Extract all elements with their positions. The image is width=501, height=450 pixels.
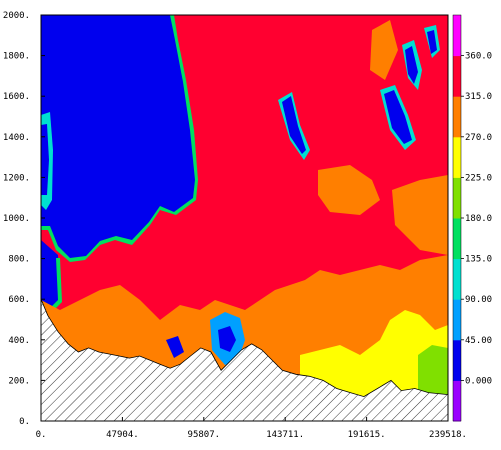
colorbar-swatch <box>453 258 461 300</box>
y-tick-label: 1600. <box>3 92 30 102</box>
field-region-mid-small-blue <box>166 336 184 358</box>
plot-area <box>41 15 448 421</box>
y-tick-label: 200. <box>8 376 30 386</box>
x-tick-label: 239518. <box>429 430 467 440</box>
colorbar-swatch <box>453 136 461 178</box>
colorbar-swatch <box>453 15 461 57</box>
field-region-ur-blue-1 <box>282 96 306 154</box>
y-tick-label: 0. <box>19 417 30 427</box>
y-tick-label: 1000. <box>3 214 30 224</box>
colorbar: 0.000 45.00 90.00 135.0 180.0 225.0 270.0 315.0… <box>452 14 492 422</box>
y-tick-label: 2000. <box>3 11 30 21</box>
x-tick-label: 95807. <box>188 430 221 440</box>
x-tick-label: 143711. <box>266 430 304 440</box>
y-tick-label: 1200. <box>3 173 30 183</box>
field-region-left-pocket-edge <box>52 258 62 310</box>
colorbar-label: 135.0 <box>465 255 492 265</box>
x-tick-label: 0. <box>36 430 47 440</box>
terrain-hatched <box>41 299 448 421</box>
x-tick-label: 47904. <box>106 430 139 440</box>
colorbar-label: 45.00 <box>465 336 492 346</box>
field-region-orange-band <box>318 165 380 215</box>
colorbar-swatch <box>453 177 461 219</box>
field-region-ur-orange-1 <box>370 20 398 80</box>
field-region-mid-blue <box>218 326 236 352</box>
x-axis: 0. 47904. 95807. 143711. 191615. 239518. <box>36 417 467 440</box>
colorbar-swatch <box>453 299 461 341</box>
y-tick-label: 1400. <box>3 133 30 143</box>
colorbar-label: 225.0 <box>465 173 492 183</box>
colorbar-swatch <box>453 380 461 422</box>
y-tick-label: 600. <box>8 295 30 305</box>
colorbar-label: 180.0 <box>465 214 492 224</box>
field-region-left-pocket <box>41 240 60 308</box>
colorbar-label: 360.0 <box>465 52 492 62</box>
colorbar-swatch <box>453 218 461 260</box>
colorbar-swatch <box>453 96 461 138</box>
colorbar-swatch <box>453 55 461 97</box>
colorbar-label: 315.0 <box>465 92 492 102</box>
terrain-layer <box>41 299 448 421</box>
y-tick-label: 800. <box>8 255 30 265</box>
y-axis: 0. 200. 400. 600. 800. 1000. 1200. 1400. 1600. 18… <box>3 11 45 427</box>
field-region-0-45-large-core <box>41 15 195 258</box>
y-tick-label: 400. <box>8 336 30 346</box>
field-region-orange-right <box>392 175 448 255</box>
field-region-ur-blue-3 <box>405 46 418 84</box>
x-tick-label: 191615. <box>348 430 386 440</box>
colorbar-label: 0.000 <box>465 376 492 386</box>
field-region-ur-blue-4 <box>427 30 437 54</box>
y-tick-label: 1800. <box>3 52 30 62</box>
field-region-ur-blue-2 <box>384 90 412 144</box>
colorbar-swatch <box>453 339 461 381</box>
colorbar-label: 270.0 <box>465 133 492 143</box>
colorbar-label: 90.00 <box>465 295 492 305</box>
